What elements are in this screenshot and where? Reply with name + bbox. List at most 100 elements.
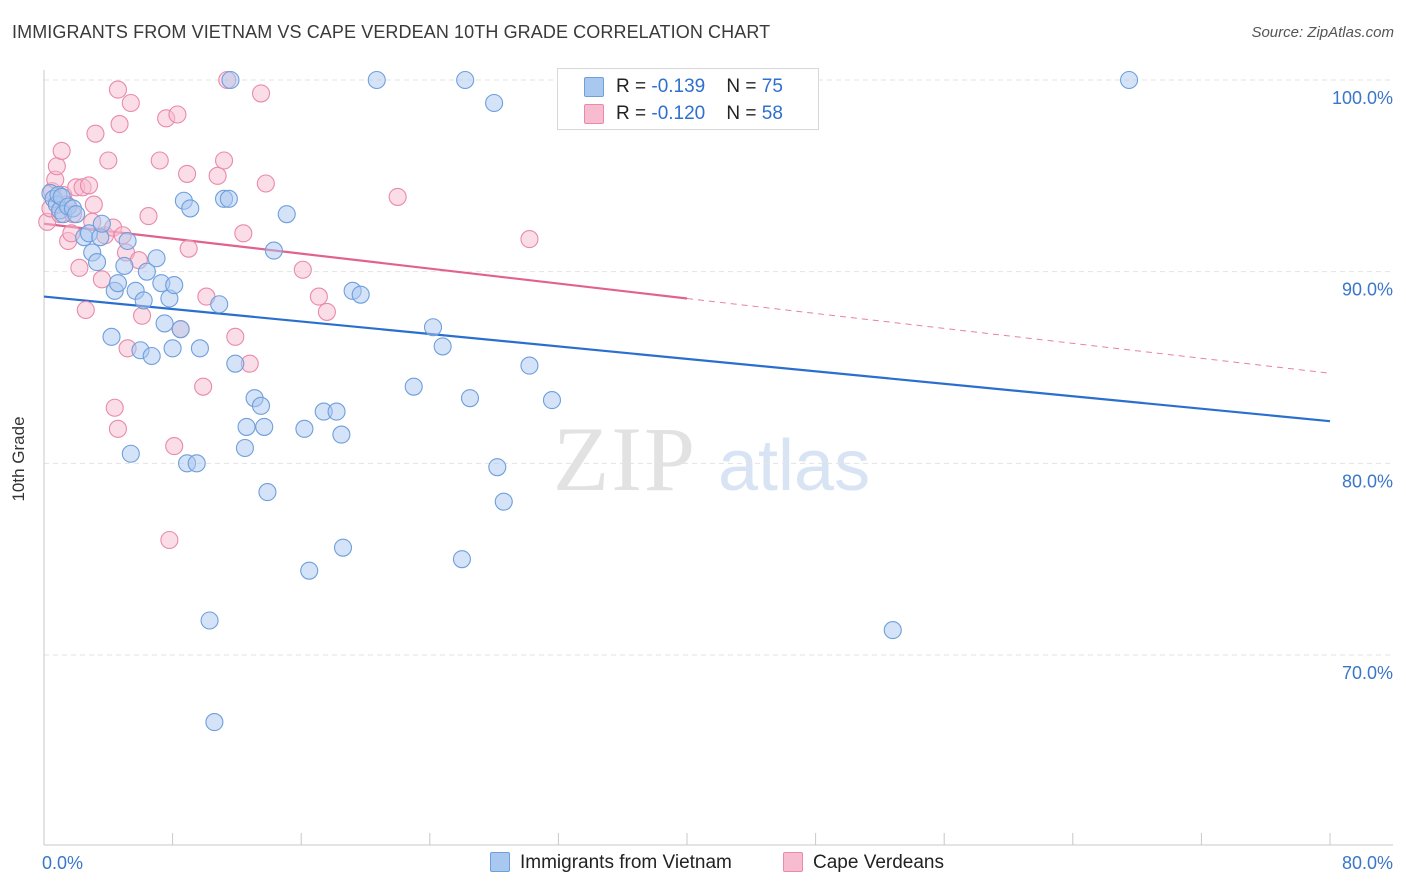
- point-vietnam-67: [456, 70, 475, 90]
- point-vietnam-63: [404, 377, 423, 396]
- y-tick-label-2: 90.0%: [1342, 280, 1393, 300]
- point-cape-verdeans-15: [76, 300, 95, 320]
- point-cape-verdeans-37: [165, 437, 184, 456]
- point-vietnam-72: [520, 356, 539, 375]
- point-cape-verdeans-45: [214, 151, 234, 170]
- point-vietnam-64: [423, 318, 443, 337]
- point-cape-verdeans-50: [251, 84, 271, 103]
- point-cape-verdeans-25: [108, 80, 127, 99]
- point-vietnam-52: [264, 241, 283, 260]
- point-vietnam-24: [134, 291, 153, 310]
- point-vietnam-29: [155, 314, 174, 333]
- point-cape-verdeans-26: [110, 115, 129, 134]
- bottom-legend-swatch-cape-verdeans: [783, 852, 803, 872]
- point-vietnam-40: [205, 713, 224, 732]
- point-cape-verdeans-34: [150, 151, 169, 170]
- point-vietnam-75: [1120, 70, 1139, 90]
- point-cape-verdeans-19: [86, 124, 105, 143]
- point-vietnam-58: [332, 425, 351, 444]
- vietnam-points: [41, 70, 1139, 732]
- point-vietnam-19: [115, 256, 134, 275]
- point-vietnam-26: [142, 346, 161, 366]
- bottom-legend-label-vietnam: Immigrants from Vietnam: [520, 852, 732, 873]
- y-tick-label-3: 100.0%: [1332, 88, 1393, 108]
- trend-line-extension-cape-verdeans: [686, 298, 1331, 374]
- point-vietnam-41: [210, 295, 229, 314]
- point-vietnam-62: [367, 70, 386, 90]
- point-vietnam-54: [295, 419, 314, 438]
- tick-labels: 70.0% 80.0% 90.0% 100.0% 0.0% 80.0%: [42, 88, 1393, 873]
- point-vietnam-57: [327, 402, 346, 421]
- point-vietnam-49: [251, 396, 271, 415]
- point-cape-verdeans-16: [79, 176, 99, 195]
- point-vietnam-38: [190, 339, 209, 358]
- point-cape-verdeans-44: [208, 166, 227, 185]
- point-vietnam-27: [147, 249, 166, 268]
- point-vietnam-9: [67, 205, 86, 224]
- source-label: Source: ZipAtlas.com: [1251, 24, 1394, 41]
- point-cape-verdeans-41: [179, 239, 198, 258]
- point-vietnam-70: [488, 458, 507, 477]
- point-cape-verdeans-52: [293, 260, 312, 279]
- point-vietnam-39: [200, 611, 219, 630]
- point-cape-verdeans-56: [520, 230, 539, 249]
- point-cape-verdeans-57: [108, 419, 127, 438]
- point-cape-verdeans-42: [194, 377, 213, 396]
- legend-stats-cape-verdeans: R = -0.120 N = 58: [616, 103, 783, 124]
- point-cape-verdeans-32: [133, 306, 152, 325]
- legend-swatch-cape-verdeans: [584, 104, 604, 124]
- point-vietnam-74: [883, 621, 902, 640]
- point-vietnam-46: [237, 417, 256, 436]
- point-vietnam-37: [187, 454, 206, 473]
- point-cape-verdeans-48: [234, 224, 253, 243]
- point-cape-verdeans-53: [309, 287, 328, 306]
- point-cape-verdeans-36: [160, 530, 179, 550]
- point-vietnam-50: [255, 417, 274, 436]
- point-cape-verdeans-38: [168, 105, 187, 124]
- bottom-legend-vietnam: Immigrants from Vietnam: [490, 852, 732, 874]
- y-tick-label-0: 70.0%: [1342, 663, 1393, 683]
- point-vietnam-55: [300, 561, 319, 580]
- point-vietnam-18: [108, 274, 127, 293]
- point-vietnam-36: [181, 199, 200, 218]
- legend-stats-vietnam: R = -0.139 N = 75: [616, 76, 783, 97]
- point-vietnam-73: [542, 391, 562, 410]
- point-cape-verdeans-33: [139, 207, 158, 226]
- point-vietnam-59: [333, 538, 353, 557]
- point-vietnam-20: [118, 231, 137, 251]
- bottom-legend-swatch-vietnam: [490, 852, 510, 872]
- point-cape-verdeans-24: [105, 398, 124, 417]
- x-tick-label-1: 80.0%: [1342, 853, 1393, 873]
- trend-line-vietnam: [43, 295, 1331, 423]
- point-cape-verdeans-18: [84, 195, 103, 214]
- point-vietnam-69: [485, 93, 504, 113]
- watermark-zip: ZIP: [553, 408, 697, 510]
- stats-legend: R = -0.139 N = 75 R = -0.120 N = 58: [557, 68, 819, 130]
- watermark-atlas: atlas: [718, 426, 870, 506]
- point-vietnam-15: [92, 214, 111, 233]
- point-vietnam-45: [226, 354, 245, 373]
- point-vietnam-25: [137, 262, 156, 281]
- point-cape-verdeans-22: [99, 151, 118, 170]
- point-vietnam-33: [171, 320, 190, 339]
- point-vietnam-43: [219, 189, 238, 208]
- chart-title: IMMIGRANTS FROM VIETNAM VS CAPE VERDEAN …: [12, 22, 771, 42]
- x-tick-label-0: 0.0%: [42, 853, 83, 873]
- point-cape-verdeans-54: [317, 302, 336, 321]
- point-cape-verdeans-40: [178, 164, 197, 183]
- point-cape-verdeans-47: [226, 327, 245, 346]
- point-vietnam-21: [121, 444, 140, 463]
- point-vietnam-61: [351, 285, 370, 304]
- point-cape-verdeans-13: [70, 258, 89, 277]
- cape-verdeans-points: [38, 70, 539, 550]
- point-vietnam-66: [452, 550, 472, 569]
- point-vietnam-68: [460, 389, 480, 408]
- y-tick-label-1: 80.0%: [1342, 471, 1393, 491]
- point-cape-verdeans-4: [47, 157, 66, 176]
- point-vietnam-32: [165, 276, 184, 295]
- point-vietnam-65: [433, 337, 452, 356]
- point-vietnam-44: [221, 70, 240, 90]
- trend-line-cape-verdeans: [43, 222, 688, 300]
- point-vietnam-51: [258, 483, 277, 502]
